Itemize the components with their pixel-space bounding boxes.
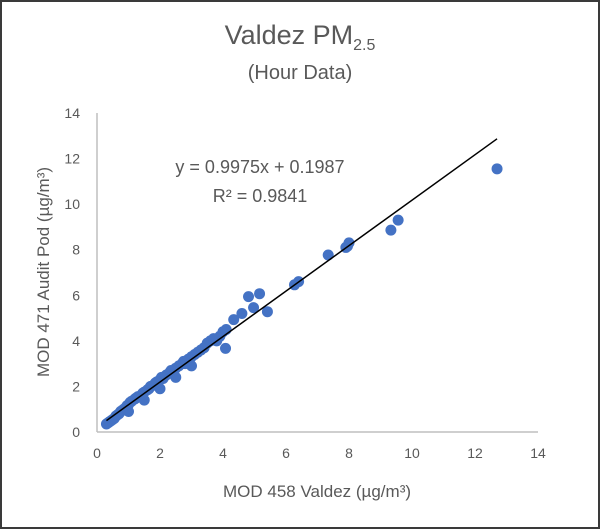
data-point bbox=[243, 291, 255, 303]
data-point bbox=[248, 302, 260, 314]
x-tick-label: 4 bbox=[219, 445, 227, 461]
y-tick-label: 2 bbox=[72, 378, 80, 394]
data-point bbox=[385, 224, 397, 236]
y-tick-label: 4 bbox=[72, 333, 80, 349]
data-point bbox=[220, 342, 232, 354]
data-point bbox=[138, 394, 150, 406]
data-point bbox=[220, 323, 232, 335]
data-point bbox=[236, 308, 248, 320]
x-tick-label: 0 bbox=[93, 445, 101, 461]
chart-subtitle: (Hour Data) bbox=[247, 62, 353, 84]
chart-title-text: Valdez PM bbox=[224, 20, 354, 50]
r-squared-label: R² = 0.9841 bbox=[213, 186, 308, 206]
data-point bbox=[186, 360, 197, 372]
y-tick-label: 10 bbox=[64, 196, 80, 212]
x-axis-label: MOD 458 Valdez (µg/m³) bbox=[223, 482, 411, 501]
x-tick-label: 8 bbox=[345, 445, 353, 461]
data-point bbox=[343, 237, 355, 249]
data-point bbox=[261, 306, 273, 318]
trendline bbox=[106, 138, 498, 422]
x-tick-label: 14 bbox=[530, 445, 546, 461]
chart-title-subscript: 2.5 bbox=[353, 37, 376, 54]
data-point bbox=[322, 249, 334, 261]
x-tick-label: 10 bbox=[404, 445, 420, 461]
data-point bbox=[123, 405, 134, 417]
y-tick-label: 8 bbox=[72, 242, 80, 258]
y-tick-label: 0 bbox=[72, 424, 80, 440]
data-point bbox=[254, 288, 266, 300]
chart-title: Valdez PM2.5 bbox=[0, 20, 600, 55]
y-tick-label: 14 bbox=[64, 105, 80, 121]
data-point bbox=[392, 214, 404, 226]
data-point bbox=[491, 163, 503, 175]
y-tick-label: 6 bbox=[72, 287, 80, 303]
data-point bbox=[154, 383, 166, 395]
y-axis-label: MOD 471 Audit Pod (µg/m³) bbox=[34, 167, 53, 377]
data-point bbox=[170, 371, 182, 383]
data-point bbox=[228, 314, 240, 326]
x-tick-label: 2 bbox=[156, 445, 164, 461]
y-tick-label: 12 bbox=[64, 151, 80, 167]
trendline-equation: y = 0.9975x + 0.1987 bbox=[175, 157, 344, 177]
x-tick-label: 12 bbox=[467, 445, 483, 461]
x-tick-label: 6 bbox=[282, 445, 290, 461]
